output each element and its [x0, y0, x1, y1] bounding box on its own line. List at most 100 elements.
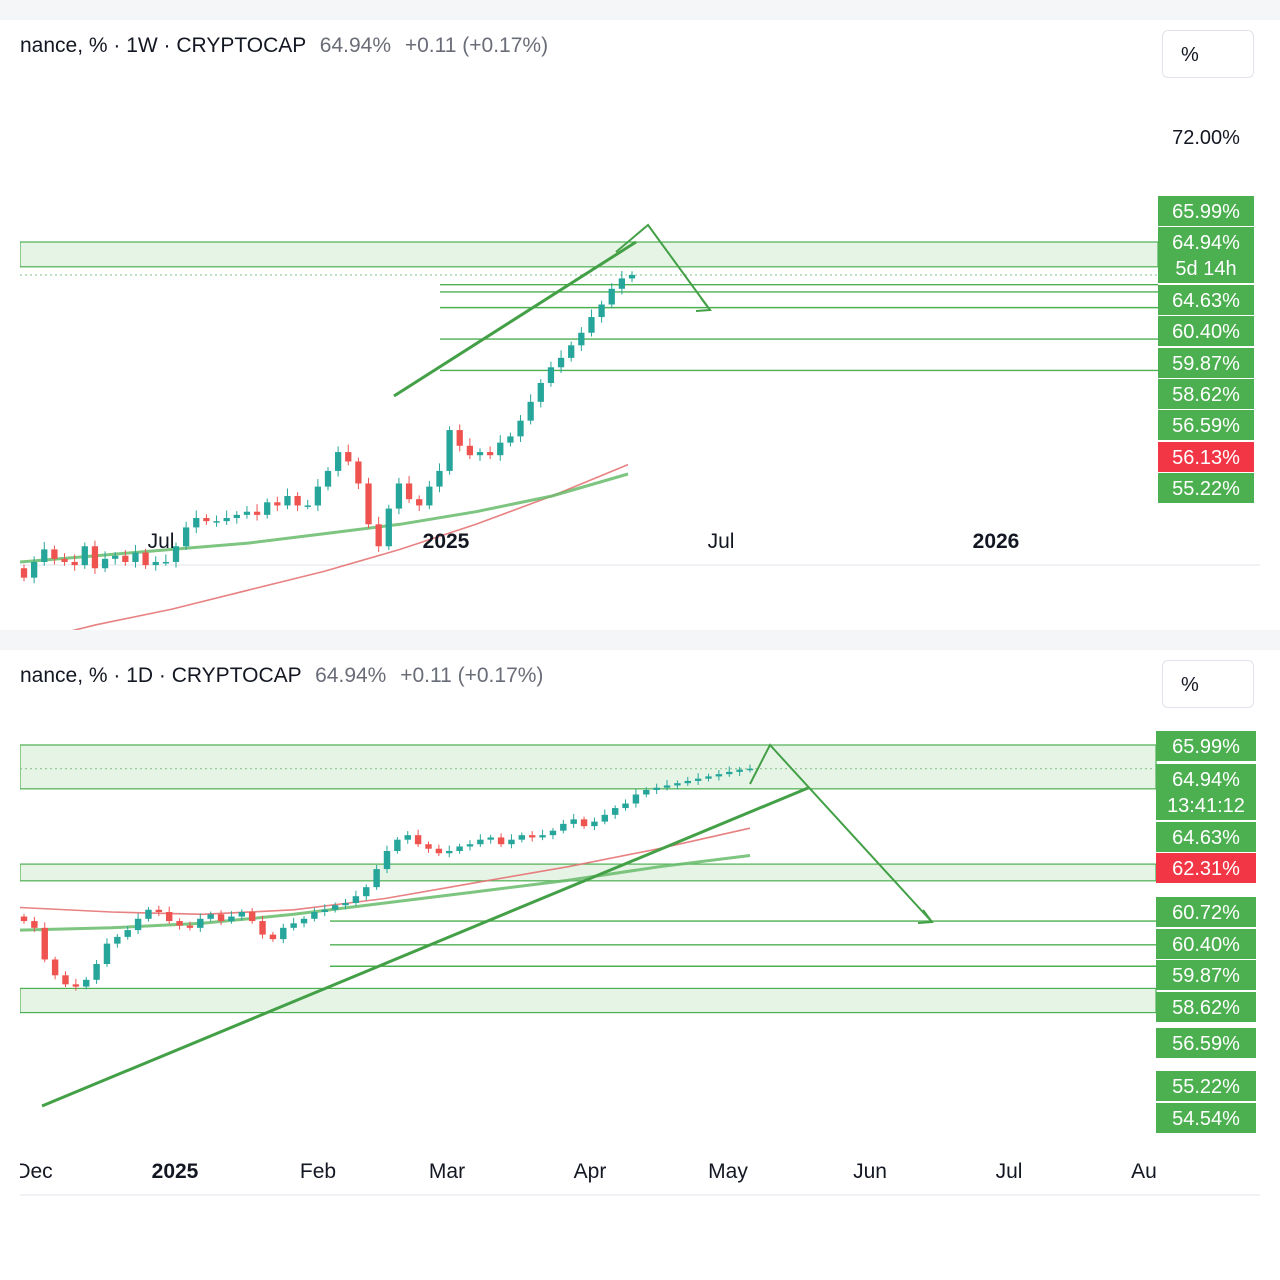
daily-price-label-11: 54.54%: [1172, 1108, 1240, 1130]
weekly-time-label-0: Jul: [148, 530, 175, 553]
daily-candle-body-65: [694, 778, 702, 781]
weekly-price-label-bg-6: [1158, 379, 1254, 409]
weekly-candle-body-37: [395, 483, 403, 509]
weekly-candle-body-28: [304, 505, 311, 507]
daily-legend: nance, % · 1D · CRYPTOCAP 64.94% +0.11 (…: [20, 664, 543, 688]
daily-price-label-bg-3: [1156, 822, 1256, 852]
daily-candle-body-45: [487, 837, 494, 840]
weekly-price-label-bg-1: [1158, 227, 1254, 257]
weekly-price-label-bg-9: [1158, 473, 1254, 503]
daily-candle-body-67: [715, 774, 723, 777]
weekly-trendline: [393, 240, 637, 398]
daily-chart-canvas[interactable]: 65.99% 64.94% 13:41:12 64.63% 62.31% 60.72% 60…: [20, 650, 1260, 1260]
daily-time-label-0: Dec: [20, 1160, 53, 1183]
weekly-candle-body-38: [405, 483, 413, 500]
daily-time-label-5: May: [708, 1160, 748, 1183]
daily-candle-body-61: [653, 787, 660, 790]
daily-symbol-label: nance, % · 1D · CRYPTOCAP: [20, 664, 302, 687]
weekly-candle-body-55: [578, 332, 585, 346]
daily-price-label-6: 60.40%: [1172, 934, 1240, 956]
daily-time-label-8: Au: [1131, 1160, 1157, 1183]
daily-candle-body-25: [280, 927, 287, 940]
daily-candle-body-18: [207, 914, 214, 919]
weekly-candle-body-39: [416, 499, 423, 506]
weekly-zone-0: [20, 241, 1159, 268]
daily-ma-line: [20, 854, 751, 932]
weekly-candle-body-7: [91, 546, 99, 569]
weekly-candle-body-35: [375, 524, 382, 547]
daily-candle-body-44: [477, 839, 484, 845]
daily-price-label-bg-7: [1156, 960, 1256, 990]
daily-candle-body-70: [746, 768, 754, 771]
daily-ema-line: [20, 827, 751, 916]
weekly-chart-panel[interactable]: 65.99% 64.94% 5d 14h 64.63% 60.40% 59.87% 58.6…: [20, 20, 1260, 630]
weekly-candle-body-60: [628, 274, 636, 279]
weekly-time-label-2: Jul: [708, 530, 735, 553]
daily-projection-path: [749, 743, 933, 923]
daily-candle-body-22: [248, 912, 256, 922]
daily-price-label-9: 56.59%: [1172, 1033, 1240, 1055]
daily-candle-body-10: [124, 930, 131, 937]
weekly-candle-body-19: [213, 521, 220, 523]
daily-candle-body-34: [373, 869, 380, 888]
weekly-price-label-bg-8: [1158, 442, 1254, 472]
daily-candle-body-9: [114, 936, 121, 944]
daily-price-label-bg-1: [1156, 764, 1256, 794]
daily-price-label-4: 62.31%: [1172, 858, 1240, 880]
weekly-projection-path: [615, 223, 711, 311]
daily-candle-body-11: [134, 918, 142, 931]
weekly-candle-body-52: [547, 367, 555, 383]
daily-candle-body-58: [622, 803, 629, 809]
daily-candle-body-35: [383, 850, 391, 870]
weekly-candle-body-14: [162, 561, 170, 564]
daily-chart-panel[interactable]: 65.99% 64.94% 13:41:12 64.63% 62.31% 60.72% 60…: [20, 650, 1260, 1260]
weekly-price-label-2: 5d 14h: [1175, 258, 1236, 280]
daily-candle-body-6: [83, 979, 90, 987]
weekly-candle-body-15: [172, 546, 180, 562]
daily-candle-body-64: [684, 780, 691, 784]
weekly-candle-body-30: [324, 470, 332, 487]
daily-candle-body-68: [726, 771, 733, 775]
daily-candle-body-41: [446, 850, 453, 854]
daily-candle-body-40: [435, 848, 443, 854]
daily-price-label-bg-10: [1156, 1071, 1256, 1101]
daily-candle-body-20: [228, 916, 235, 922]
daily-candle-body-55: [591, 821, 598, 827]
daily-percent-scale-button[interactable]: %: [1162, 660, 1254, 708]
daily-price-label-7: 59.87%: [1172, 965, 1240, 987]
daily-price-label-bg-5: [1156, 897, 1256, 927]
daily-candle-body-37: [404, 835, 411, 840]
daily-price-label-bg-0: [1156, 731, 1256, 761]
weekly-candle-body-29: [314, 486, 322, 506]
weekly-candle-body-49: [517, 420, 524, 437]
daily-candle-body-16: [186, 925, 194, 928]
weekly-candle-body-12: [142, 552, 149, 566]
weekly-price-label-4: 60.40%: [1172, 321, 1240, 343]
daily-candle-body-69: [736, 769, 743, 772]
daily-candle-body-1: [31, 921, 38, 928]
daily-candle-body-38: [414, 835, 422, 845]
daily-candle-body-42: [456, 846, 463, 851]
weekly-chart-canvas[interactable]: 65.99% 64.94% 5d 14h 64.63% 60.40% 59.87% 58.6…: [20, 20, 1260, 630]
daily-candle-body-8: [103, 943, 111, 964]
weekly-price-label-8: 56.13%: [1172, 447, 1240, 469]
daily-candle-body-47: [508, 839, 515, 845]
daily-candle-body-7: [93, 963, 100, 980]
weekly-price-label-bg-2: [1158, 253, 1254, 283]
weekly-candle-body-3: [51, 549, 58, 559]
weekly-candle-body-23: [253, 511, 261, 515]
weekly-price-label-bg-7: [1158, 410, 1254, 440]
weekly-candle-body-6: [81, 546, 88, 566]
daily-candle-body-27: [300, 918, 308, 924]
weekly-candle-body-32: [345, 452, 352, 462]
daily-trendline: [41, 786, 809, 1108]
weekly-candle-body-50: [527, 401, 534, 421]
daily-candle-body-52: [560, 823, 567, 831]
daily-candle-body-0: [20, 916, 28, 922]
weekly-candle-body-25: [274, 502, 281, 506]
weekly-percent-scale-button[interactable]: %: [1162, 30, 1254, 78]
weekly-candle-body-27: [294, 496, 301, 506]
daily-candle-body-60: [643, 789, 650, 795]
weekly-candle-body-58: [608, 288, 615, 305]
weekly-price-label-bg-4: [1158, 316, 1254, 346]
